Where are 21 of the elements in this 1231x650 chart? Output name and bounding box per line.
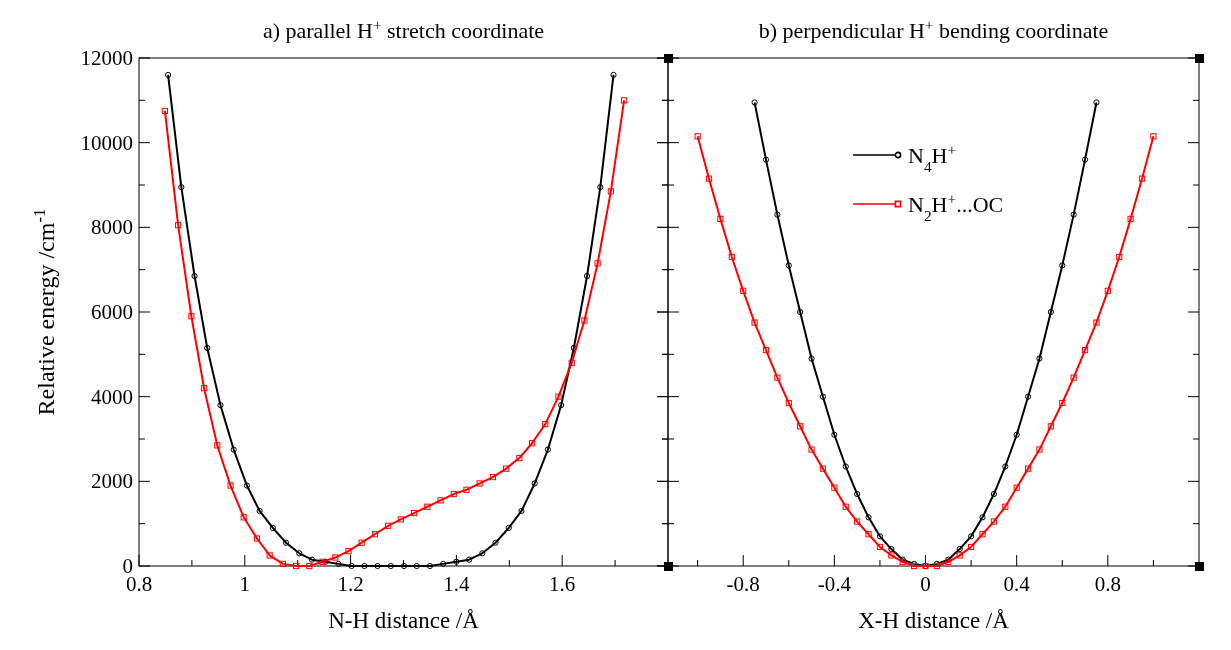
legend-label: N$_{4}$H$^{+}$ [908, 140, 957, 175]
x-tick-label: 1.4 [443, 572, 471, 596]
x-tick-label: 1.6 [549, 572, 576, 596]
y-tick-label: 12000 [80, 46, 133, 70]
x-tick-label: 0.8 [1094, 572, 1121, 596]
legend-label: N$_{2}$H$^{+}$...OC [908, 189, 1004, 224]
x-axis-title: X-H distance /Å [858, 608, 1010, 633]
y-tick-label: 4000 [91, 384, 133, 409]
x-tick-label: -0.8 [726, 572, 760, 596]
x-tick-label: -0.4 [817, 572, 852, 596]
x-tick-label: 0 [920, 572, 931, 596]
x-tick-label: 1.2 [337, 572, 364, 596]
y-tick-label: 2000 [91, 469, 133, 494]
chart-title: a) parallel H$^{+}$ stretch coordinate [262, 15, 545, 43]
x-tick-label: 1 [239, 572, 251, 596]
x-tick-label: 0.4 [1003, 572, 1031, 596]
chart-title: b) perpendicular H$^{+}$ bending coordinate [758, 15, 1109, 43]
x-axis-title: N-H distance /Å [328, 608, 480, 633]
y-tick-label: 6000 [91, 300, 133, 324]
y-tick-label: 8000 [91, 215, 133, 240]
y-tick-label: 10000 [80, 130, 133, 155]
